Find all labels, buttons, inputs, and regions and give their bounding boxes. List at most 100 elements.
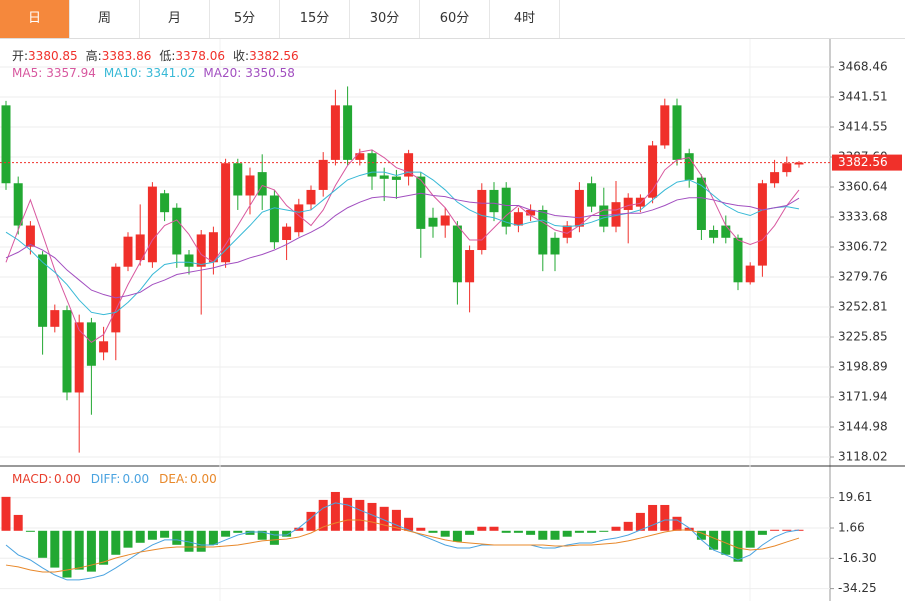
candle-body: [172, 207, 182, 255]
candle-body: [721, 225, 731, 238]
period-tab[interactable]: 4时: [490, 0, 560, 38]
macd-bar: [330, 491, 340, 531]
y-tick-label: 3414.55: [838, 119, 888, 133]
indicator-line: [5, 519, 800, 573]
macd-bar: [25, 530, 35, 532]
period-tab[interactable]: 日: [0, 0, 70, 38]
macd-bar: [221, 530, 231, 537]
macd-bar: [635, 512, 645, 531]
macd-bar: [513, 530, 523, 533]
period-tab[interactable]: 30分: [350, 0, 420, 38]
candle-body: [684, 153, 694, 180]
macd-bar: [318, 499, 328, 531]
macd-bar: [452, 530, 462, 542]
macd-bar: [416, 527, 426, 531]
y-tick-label: 3225.85: [838, 329, 888, 343]
candle-body: [196, 234, 206, 267]
indicator-line: [5, 192, 800, 299]
y-tick-label: 3118.02: [838, 449, 888, 463]
macd-bar: [660, 504, 670, 531]
candle-body: [562, 225, 572, 238]
macd-bar: [355, 499, 365, 531]
macd-bar: [465, 530, 475, 535]
period-tab[interactable]: 周: [70, 0, 140, 38]
candle-body: [465, 250, 475, 283]
candle-body: [538, 209, 548, 255]
macd-bar: [135, 530, 145, 543]
legend-text: DEA:: [159, 472, 188, 486]
macd-bar: [245, 530, 255, 535]
legend-text: 高:: [86, 48, 102, 63]
candle-body: [404, 153, 414, 177]
candle-body: [648, 145, 658, 198]
macd-bar: [184, 530, 194, 552]
candle-body: [770, 172, 780, 184]
period-tab[interactable]: 15分: [280, 0, 350, 38]
legend-text: MA5:: [12, 66, 42, 80]
macd-bar: [696, 530, 706, 540]
y-tick-label: 3198.89: [838, 359, 888, 373]
y-tick-label: 1.66: [838, 520, 865, 534]
legend-text: MACD:: [12, 472, 52, 486]
candle-body: [599, 205, 609, 227]
candle-body: [452, 225, 462, 283]
legend-text: 3383.86: [102, 49, 152, 63]
legend-text: 开:: [12, 49, 28, 63]
legend-text: 收:: [233, 49, 249, 63]
candle-body: [135, 234, 145, 261]
y-tick-label: 3468.46: [838, 59, 888, 73]
period-tabs: 日周月 5分 15分 30分 60分 4时: [0, 0, 905, 39]
last-price-box: [832, 154, 902, 171]
candle-body: [660, 105, 670, 146]
candle-body: [733, 237, 743, 283]
candle-body: [623, 197, 633, 210]
legend-text: MA20:: [203, 66, 241, 80]
candle-body: [86, 322, 96, 366]
legend-text: 3378.06: [175, 49, 225, 63]
candle-body: [794, 162, 804, 165]
legend: 开:3380.85 高:3383.86 低:3378.06 收:3382.56: [12, 48, 299, 63]
candle-body: [587, 183, 597, 207]
candle-body: [123, 236, 133, 267]
macd-bar: [782, 529, 792, 531]
candle-body: [501, 187, 511, 227]
macd-bar: [233, 530, 243, 533]
macd-bar: [526, 530, 536, 535]
macd-bar: [562, 530, 572, 537]
candle-body: [391, 176, 401, 180]
legend: MACD: 0.00 DIFF: 0.00 DEA: 0.00: [12, 472, 217, 486]
macd-bar: [147, 530, 157, 540]
macd-bar: [160, 530, 170, 538]
macd-bar: [770, 529, 780, 531]
candle-body: [13, 183, 23, 226]
macd-bar: [428, 530, 438, 533]
candle-body: [245, 175, 255, 196]
macd-bar: [672, 516, 682, 531]
macd-bar: [501, 530, 511, 533]
y-tick-label: -16.30: [838, 551, 877, 565]
period-tab[interactable]: 5分: [210, 0, 280, 38]
macd-bar: [440, 530, 450, 537]
macd-bar: [379, 506, 389, 531]
y-tick-label: 19.61: [838, 490, 872, 504]
macd-bar: [123, 530, 133, 548]
period-tab[interactable]: 60分: [420, 0, 490, 38]
macd-bar: [733, 530, 743, 562]
y-tick-label: 3333.68: [838, 209, 888, 223]
macd-bar: [50, 530, 60, 568]
macd-bar: [367, 502, 377, 531]
legend-text: 3380.85: [28, 49, 78, 63]
indicator-line: [5, 149, 800, 344]
macd-bar: [343, 497, 353, 531]
legend-text: 0.00: [54, 472, 81, 486]
candle-body: [208, 232, 218, 263]
macd-bar: [404, 517, 414, 531]
candle-body: [379, 175, 389, 179]
candle-body: [184, 254, 194, 267]
y-tick-label: 3279.76: [838, 270, 888, 284]
period-tab[interactable]: 月: [140, 0, 210, 38]
macd-bar: [86, 530, 96, 572]
macd-bar: [99, 530, 109, 565]
candle-body: [672, 105, 682, 160]
macd-bar: [757, 530, 767, 535]
